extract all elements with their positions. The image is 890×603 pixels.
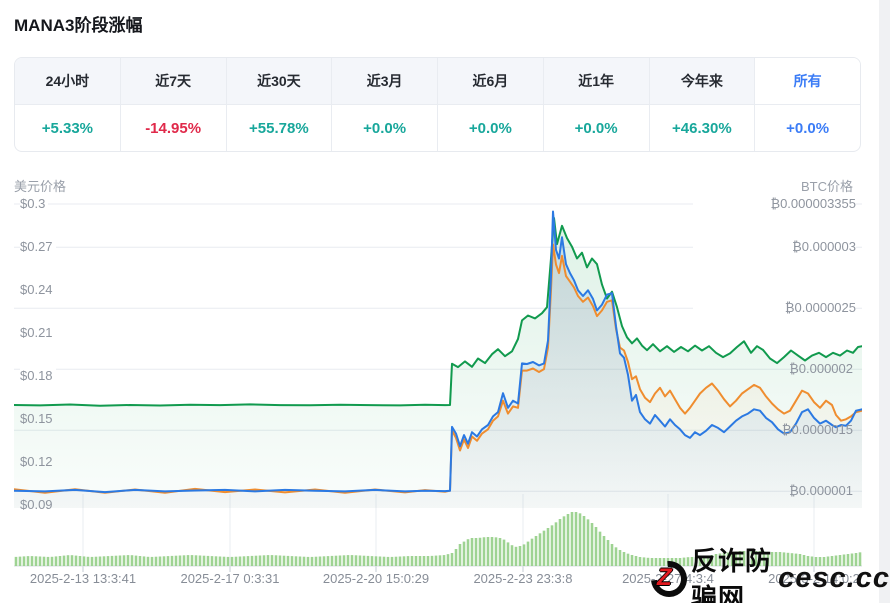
period-tab-5[interactable]: 近1年 [543, 58, 649, 105]
blue-line-area [14, 211, 862, 508]
x-axis-tick-5: 2025-3-2 14:0:2 [768, 571, 860, 586]
right-axis-tick-4: ₿0.0000015 [781, 422, 853, 438]
right-axis-tick-5: ₿0.000001 [789, 483, 853, 499]
period-column-2: 近30天 +55.78% [226, 58, 333, 151]
left-axis-title: 美元价格 [14, 179, 67, 194]
right-axis-tick-1: ₿0.000003 [693, 239, 856, 256]
logo-letter: Z [657, 564, 672, 591]
anti-fraud-logo-icon: Z [643, 553, 695, 603]
watermark-site-domain: cesc.cc [778, 561, 890, 594]
period-column-5: 近1年 +0.0% [543, 58, 650, 151]
period-column-3: 近3月 +0.0% [332, 58, 438, 151]
period-value-4: +0.0% [468, 119, 512, 137]
period-tab-3[interactable]: 近3月 [332, 58, 437, 105]
page-title: MANA3阶段涨幅 [14, 16, 143, 35]
blue-line [14, 210, 862, 494]
period-value-0: +5.33% [41, 119, 94, 137]
left-axis-tick-6: $0.12 [20, 454, 53, 469]
period-tab-7[interactable]: 所有 [755, 58, 860, 105]
period-value-5: +0.0% [574, 119, 618, 137]
period-column-7: 所有 +0.0% [755, 58, 860, 151]
period-column-6: 今年来 +46.30% [649, 58, 756, 151]
green-line [14, 217, 862, 407]
price-chart[interactable] [14, 195, 862, 575]
right-axis-title: BTC价格 [800, 179, 853, 194]
left-axis-tick-4: $0.18 [20, 368, 56, 384]
right-axis-tick-3: ₿0.000002 [789, 361, 853, 377]
right-page-gutter [879, 0, 890, 603]
x-axis-tick-3: 2025-2-23 23:3:8 [473, 571, 573, 586]
period-change-table: 24小时 +5.33% 近7天 -14.95% 近30天 +55.78% 近3月 +0.0% 近… [14, 57, 861, 152]
period-value-1: -14.95% [145, 119, 202, 137]
right-axis-tick-2: ₿0.0000025 [693, 300, 856, 317]
period-tab-2[interactable]: 近30天 [226, 58, 332, 105]
x-axis-tick-1: 2025-2-17 0:3:31 [180, 571, 280, 586]
period-column-1: 近7天 -14.95% [120, 58, 227, 151]
period-value-6: +46.30% [672, 119, 732, 137]
left-axis-tick-7: $0.09 [20, 497, 53, 512]
left-axis-tick-2: $0.24 [20, 282, 56, 298]
period-column-0: 24小时 +5.33% [15, 58, 121, 151]
period-value-2: +55.78% [249, 119, 309, 137]
period-value-3: +0.0% [363, 119, 407, 137]
period-column-4: 近6月 +0.0% [438, 58, 544, 151]
x-axis-tick-4: 2025-2-27 4:3:4 [622, 571, 714, 586]
period-tab-1[interactable]: 近7天 [120, 58, 226, 105]
period-tab-4[interactable]: 近6月 [438, 58, 543, 105]
x-axis-tick-0: 2025-2-13 13:3:41 [29, 571, 137, 586]
left-axis-tick-0: $0.3 [20, 196, 49, 212]
watermark: Z 反诈防骗网 cesc.cc [643, 546, 890, 603]
period-value-7: +0.0% [786, 119, 830, 137]
period-tab-6[interactable]: 今年来 [649, 58, 755, 105]
left-axis-tick-3: $0.21 [20, 325, 56, 341]
left-axis-tick-5: $0.15 [20, 411, 53, 426]
left-axis-tick-1: $0.27 [20, 239, 56, 255]
right-axis-tick-0: ₿0.000003355 [693, 196, 856, 212]
x-axis-tick-2: 2025-2-20 15:0:29 [322, 571, 430, 586]
watermark-site-name: 反诈防骗网 [691, 546, 773, 603]
period-tab-0[interactable]: 24小时 [15, 58, 120, 105]
